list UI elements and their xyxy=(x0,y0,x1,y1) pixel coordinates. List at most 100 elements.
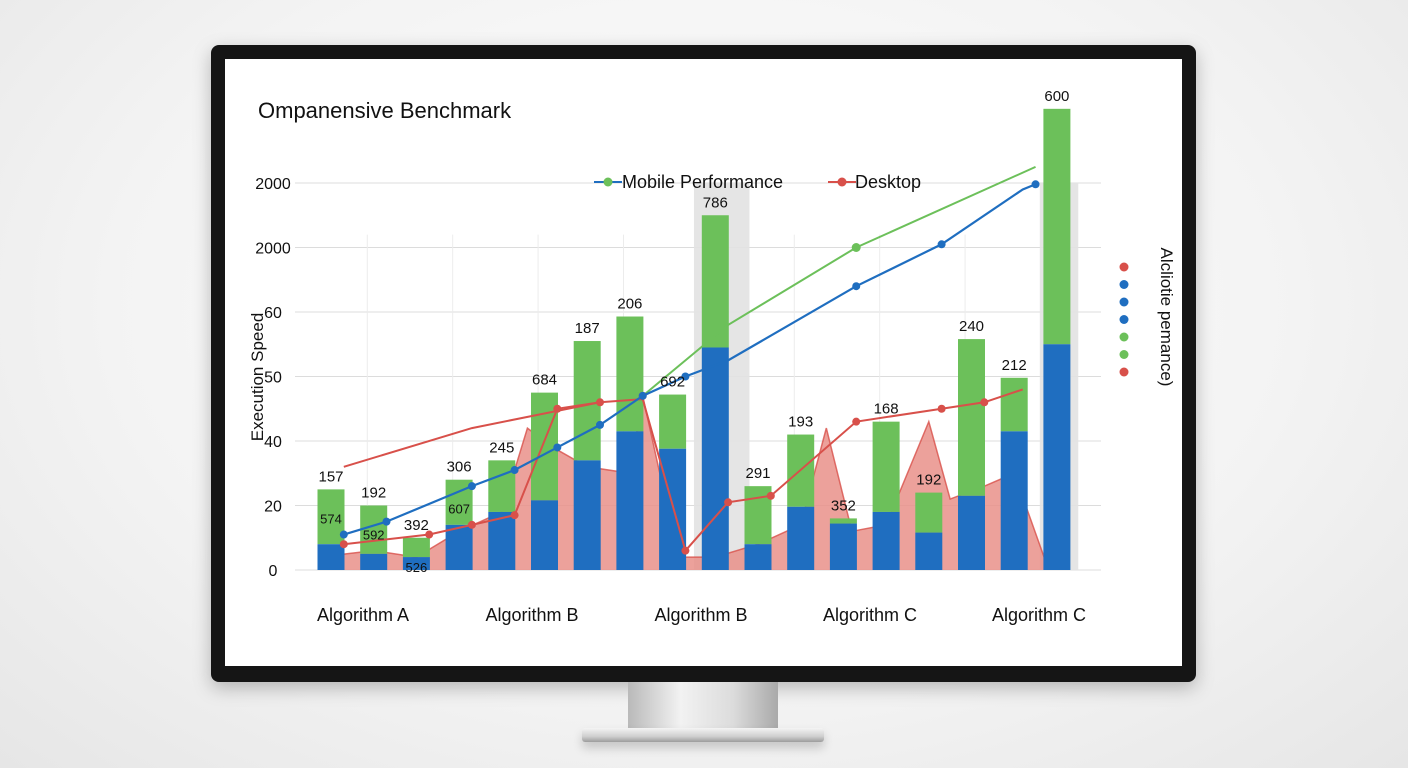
bar-green-segment xyxy=(659,394,687,449)
bar-blue-segment xyxy=(744,544,772,570)
bar-blue-segment xyxy=(573,460,601,570)
mobile-marker xyxy=(1031,180,1040,189)
bar-green-segment xyxy=(616,316,644,432)
bar-blue-segment xyxy=(360,553,388,570)
y-axis-label: Execution Speed xyxy=(248,313,267,442)
bar-blue-segment xyxy=(1000,431,1028,570)
desktop-marker xyxy=(852,417,861,426)
desktop-marker xyxy=(937,404,946,413)
bar-value-label: 192 xyxy=(361,485,386,502)
bar-blue-segment xyxy=(531,500,558,570)
bar-green-segment xyxy=(915,492,943,533)
bar-value-label: 187 xyxy=(575,320,600,337)
monitor-screen: 0 20 40 50 60 2000 2000 157 574 192 592 392 526 306 60… xyxy=(225,59,1182,666)
bar-value-label: 684 xyxy=(532,372,557,389)
monitor-frame: 0 20 40 50 60 2000 2000 157 574 192 592 392 526 306 60… xyxy=(211,45,1196,682)
x-group-label: Algorithm C xyxy=(823,605,917,625)
right-axis-label: Alcliotie pemance) xyxy=(1157,248,1176,387)
mobile-marker xyxy=(467,482,476,491)
bar-inner-label: 526 xyxy=(406,560,428,575)
bar-value-label: 240 xyxy=(959,318,984,335)
mobile-green-line xyxy=(642,165,1036,397)
bar-value-label: 306 xyxy=(447,459,472,476)
desktop-marker xyxy=(467,520,476,529)
bar-green-segment xyxy=(573,341,601,461)
x-group-label: Algorithm A xyxy=(317,605,409,625)
bar-green-segment xyxy=(402,537,430,558)
bar-value-label: 291 xyxy=(745,465,770,482)
bar-green-segment xyxy=(829,518,857,524)
desktop-marker xyxy=(724,498,733,507)
right-legend-dot xyxy=(1119,367,1129,377)
mobile-marker xyxy=(339,530,348,539)
bar-value-label: 352 xyxy=(831,497,856,514)
monitor-stand-base xyxy=(582,728,824,742)
y-tick-label: 20 xyxy=(264,499,282,516)
bar-blue-segment xyxy=(616,431,644,570)
bar-value-label: 786 xyxy=(703,194,728,211)
desktop-marker xyxy=(339,540,348,549)
mobile-green-marker xyxy=(851,243,861,252)
right-legend-dot xyxy=(1119,297,1129,307)
y-tick-label: 40 xyxy=(264,434,282,451)
bar-value-label: 392 xyxy=(404,517,429,534)
bar-blue-segment xyxy=(1043,344,1071,570)
desktop-marker xyxy=(766,491,775,500)
right-legend-dot xyxy=(1119,332,1129,342)
y-tick-label: 0 xyxy=(269,563,278,580)
bar-green-segment xyxy=(1000,377,1028,432)
bar-blue-segment xyxy=(787,506,815,570)
bar-blue-segment xyxy=(445,524,473,570)
bar-blue-segment xyxy=(958,495,985,570)
y-tick-label: 2000 xyxy=(255,241,291,258)
right-legend-dot xyxy=(1119,315,1129,324)
mobile-marker xyxy=(553,443,562,452)
bar-value-label: 192 xyxy=(916,472,941,489)
desktop-marker xyxy=(596,398,605,407)
bar-blue-segment xyxy=(915,532,943,570)
benchmark-chart: 0 20 40 50 60 2000 2000 157 574 192 592 392 526 306 60… xyxy=(248,88,1176,625)
bar-green-segment xyxy=(1043,108,1071,345)
mobile-marker xyxy=(638,391,647,400)
x-group-label: Algorithm B xyxy=(654,605,747,625)
x-group-label: Algorithm B xyxy=(485,605,578,625)
label-layer: 0 20 40 50 60 2000 2000 157 574 192 592 392 526 306 60… xyxy=(255,88,1129,625)
y-tick-label: 2000 xyxy=(255,176,291,193)
bar-value-label: 245 xyxy=(489,439,514,456)
bar-value-label: 212 xyxy=(1002,357,1027,374)
x-group-label: Algorithm C xyxy=(992,605,1086,625)
bar-value-label: 600 xyxy=(1044,88,1069,105)
bar-value-label: 206 xyxy=(617,296,642,313)
bar-green-segment xyxy=(701,215,729,348)
monitor-stand-neck xyxy=(628,682,778,730)
right-legend-dot xyxy=(1119,350,1129,359)
bar-value-label: 193 xyxy=(788,414,813,431)
line-layer xyxy=(339,165,1040,555)
mobile-marker xyxy=(852,282,861,291)
desktop-marker xyxy=(553,404,562,413)
bar-value-label: 157 xyxy=(318,468,343,485)
bar-blue-segment xyxy=(488,511,516,570)
mobile-marker xyxy=(510,466,519,475)
mobile-marker xyxy=(681,372,690,381)
mobile-marker xyxy=(937,240,946,249)
bar-green-segment xyxy=(872,421,900,512)
bar-value-label: 168 xyxy=(874,401,899,418)
right-legend-dot xyxy=(1119,280,1129,289)
desktop-marker xyxy=(510,511,519,520)
desktop-marker xyxy=(681,546,690,555)
mobile-marker xyxy=(596,420,605,429)
legend-desktop-marker xyxy=(837,177,847,187)
bar-blue-segment xyxy=(402,557,430,570)
y-tick-label: 60 xyxy=(264,305,282,322)
right-legend-dot xyxy=(1119,262,1129,272)
bar-inner-label: 607 xyxy=(448,502,470,517)
desktop-marker xyxy=(980,398,989,407)
desktop-line xyxy=(343,388,1024,553)
bar-blue-segment xyxy=(317,544,345,570)
legend-mobile-marker xyxy=(603,177,613,187)
legend[interactable]: Mobile Performance Desktop xyxy=(594,172,921,192)
bar-inner-label: 574 xyxy=(320,511,342,526)
bar-blue-segment xyxy=(701,347,729,570)
bar-layer xyxy=(317,108,1071,570)
